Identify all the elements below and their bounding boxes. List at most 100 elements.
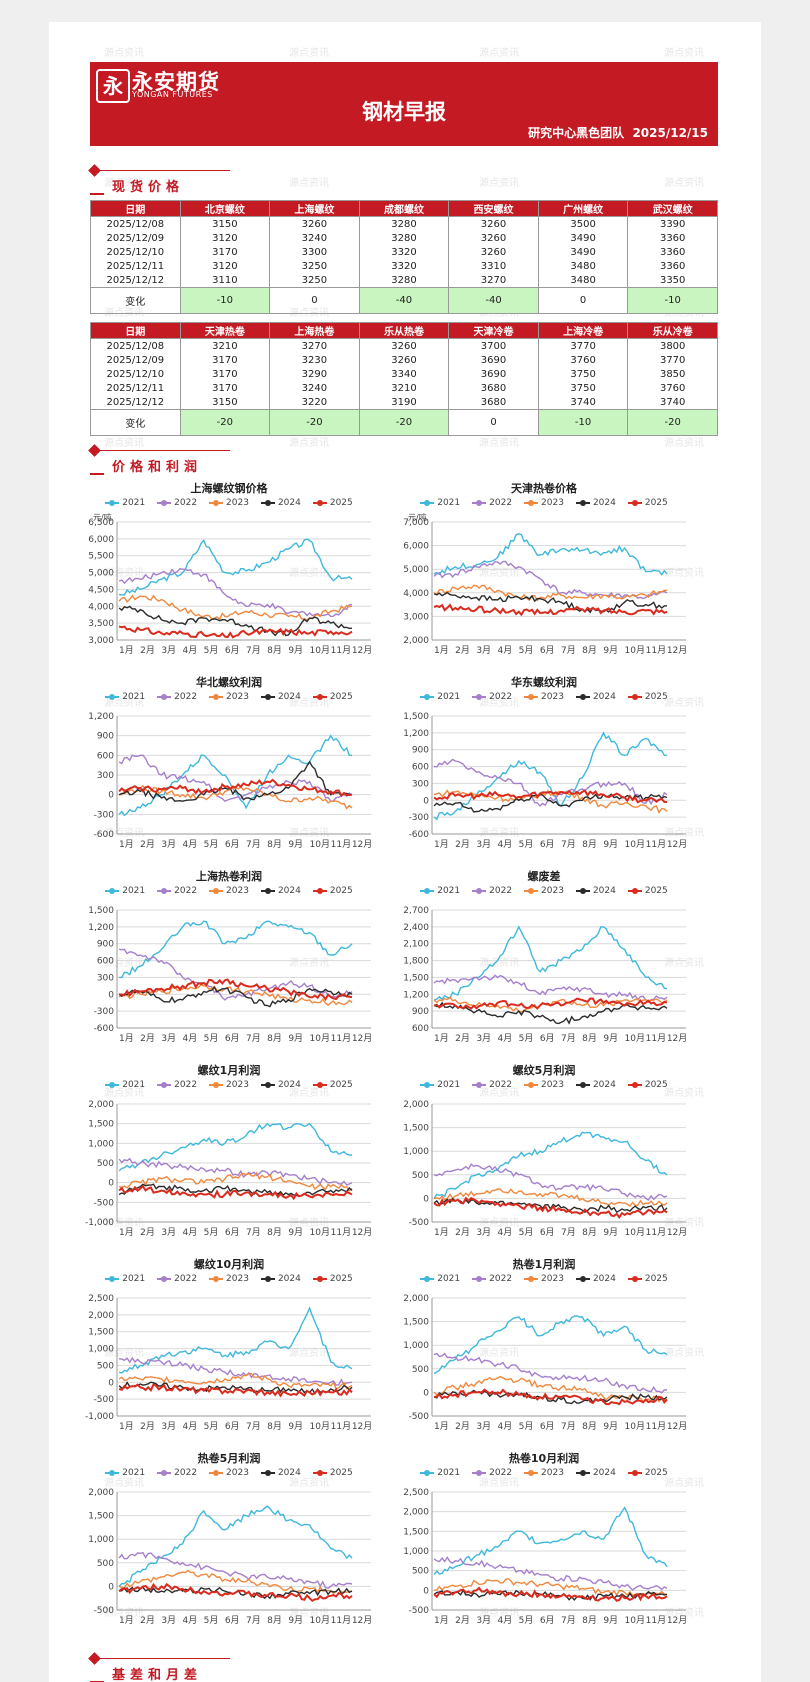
y-tick-label: -500 <box>409 1218 430 1228</box>
change-cell: -10 <box>627 287 718 314</box>
watermark-text: 源点资讯 <box>104 1478 144 1489</box>
x-tick-label: 7月 <box>561 1227 576 1238</box>
legend-label: 2023 <box>541 498 564 508</box>
x-tick-label: 8月 <box>267 1421 282 1432</box>
y-tick-label: 1,200 <box>88 923 114 933</box>
legend-item: 2023 <box>209 1080 249 1090</box>
table-cell: 2025/12/11 <box>90 259 181 273</box>
x-tick-label: 12月 <box>352 839 372 850</box>
legend-item: 2022 <box>157 1274 197 1284</box>
legend-item: 2023 <box>524 1080 564 1090</box>
watermark-text: 源点资讯 <box>479 1608 519 1619</box>
change-cell: -20 <box>358 409 450 436</box>
x-tick-label: 11月 <box>331 1421 351 1432</box>
section-basis-spread: 基差和月差 <box>88 1652 240 1682</box>
x-tick-label: 9月 <box>288 645 303 656</box>
x-tick-label: 1月 <box>119 1615 134 1626</box>
y-tick-label: 3,000 <box>403 612 429 622</box>
x-tick-label: 3月 <box>161 1615 176 1626</box>
x-tick-label: 8月 <box>267 839 282 850</box>
x-tick-label: 1月 <box>119 1421 134 1432</box>
watermark-text: 源点资讯 <box>289 1478 329 1489</box>
legend-swatch-icon <box>209 1081 224 1088</box>
report-title: 钢材早报 <box>362 100 446 124</box>
line-chart: 热卷1月利润 2021 2022 2023 2024 2025 2,000 1,500 1,00… <box>394 1256 694 1440</box>
series-line-2021 <box>118 1122 353 1172</box>
y-tick-label: 1,500 <box>403 973 429 983</box>
column-header: 日期 <box>90 200 181 217</box>
report-page: 源点资讯 源点资讯 源点资讯 源点资讯 源点资讯 源点资讯 源点资讯 源点资讯 源点资讯 源点资讯… <box>49 22 761 1682</box>
change-cell: -40 <box>358 287 450 314</box>
table-cell: 2025/12/12 <box>90 273 181 288</box>
y-tick-label: 1,000 <box>403 1547 429 1557</box>
watermark-text: 源点资讯 <box>664 1348 704 1359</box>
y-tick-label: 0 <box>108 1378 114 1388</box>
watermark-text: 源点资讯 <box>289 48 329 59</box>
table-row: 2025/12/08 3150 3260 3280 3260 3500 3390 <box>90 216 718 231</box>
legend-label: 2022 <box>489 1468 513 1478</box>
y-axis-unit: 元/吨 <box>408 512 427 522</box>
legend-swatch-icon <box>312 1275 327 1282</box>
legend-item: 2021 <box>105 498 145 508</box>
legend-item: 2021 <box>420 1080 460 1090</box>
legend-swatch-icon <box>260 1275 275 1282</box>
x-tick-label: 12月 <box>667 839 687 850</box>
table-row: 2025/12/10 3170 3300 3320 3260 3490 3360 <box>90 245 718 259</box>
legend-swatch-icon <box>575 1275 590 1282</box>
y-tick-label: 3,500 <box>88 619 114 629</box>
x-tick-label: 5月 <box>519 839 534 850</box>
change-cell: -20 <box>627 409 718 436</box>
series-line-2021 <box>433 1315 668 1375</box>
x-tick-label: 4月 <box>183 839 198 850</box>
x-tick-label: 1月 <box>119 1033 134 1044</box>
y-tick-label: 6,000 <box>403 542 429 552</box>
x-tick-label: 2月 <box>140 1421 155 1432</box>
section-rule <box>100 170 230 171</box>
y-tick-label: -1,000 <box>85 1218 114 1228</box>
legend-label: 2024 <box>277 1274 301 1284</box>
y-tick-label: 7,000 <box>403 518 429 528</box>
table-cell: 3850 <box>627 367 718 381</box>
watermark-text: 源点资讯 <box>664 1478 704 1489</box>
table-cell: 2025/12/11 <box>90 381 181 395</box>
table-cell: 3260 <box>448 216 539 231</box>
legend-swatch-icon <box>575 1469 590 1476</box>
x-tick-label: 2月 <box>140 1033 155 1044</box>
y-tick-label: 1,500 <box>88 1328 114 1338</box>
table-header-row: 日期 天津热卷 上海热卷 乐从热卷 天津冷卷 上海冷卷 乐从冷卷 <box>90 322 718 339</box>
y-tick-label: 600 <box>97 751 114 761</box>
legend-item: 2025 <box>627 1080 668 1090</box>
x-tick-label: 3月 <box>476 1033 491 1044</box>
line-chart: 华东螺纹利润 2021 2022 2023 2024 2025 1,500 1,200 900 6… <box>394 674 694 858</box>
x-tick-label: 10月 <box>625 1615 645 1626</box>
watermark-text: 源点资讯 <box>664 438 704 449</box>
x-tick-label: 2月 <box>140 1615 155 1626</box>
legend-label: 2024 <box>592 1468 616 1478</box>
y-tick-label: 1,200 <box>88 712 114 722</box>
chart-legend: 2021 2022 2023 2024 2025 <box>394 498 694 508</box>
legend-label: 2024 <box>592 1080 616 1090</box>
series-line-2023 <box>433 1375 668 1403</box>
x-tick-label: 3月 <box>161 1033 176 1044</box>
x-tick-label: 10月 <box>310 1421 330 1432</box>
legend-label: 2024 <box>277 886 301 896</box>
legend-swatch-icon <box>260 1081 275 1088</box>
x-tick-label: 2月 <box>455 1033 470 1044</box>
x-tick-label: 3月 <box>161 1227 176 1238</box>
x-tick-label: 11月 <box>331 1033 351 1044</box>
series-line-2024 <box>433 1588 668 1601</box>
legend-swatch-icon <box>627 1275 642 1282</box>
line-chart: 螺纹1月利润 2021 2022 2023 2024 2025 2,000 1,500 1,00… <box>79 1062 379 1246</box>
legend-swatch-icon <box>472 1275 487 1282</box>
legend-item: 2024 <box>575 498 616 508</box>
x-tick-label: 2月 <box>140 839 155 850</box>
series-line-2023 <box>118 1372 353 1390</box>
watermark-text: 源点资讯 <box>104 178 144 189</box>
y-tick-label: 1,200 <box>403 990 429 1000</box>
legend-label: 2023 <box>226 498 249 508</box>
legend-label: 2025 <box>644 692 668 702</box>
legend-item: 2024 <box>575 1080 616 1090</box>
series-line-2021 <box>118 538 353 596</box>
table-cell: 3260 <box>269 216 360 231</box>
table-cell: 2025/12/10 <box>90 367 181 381</box>
